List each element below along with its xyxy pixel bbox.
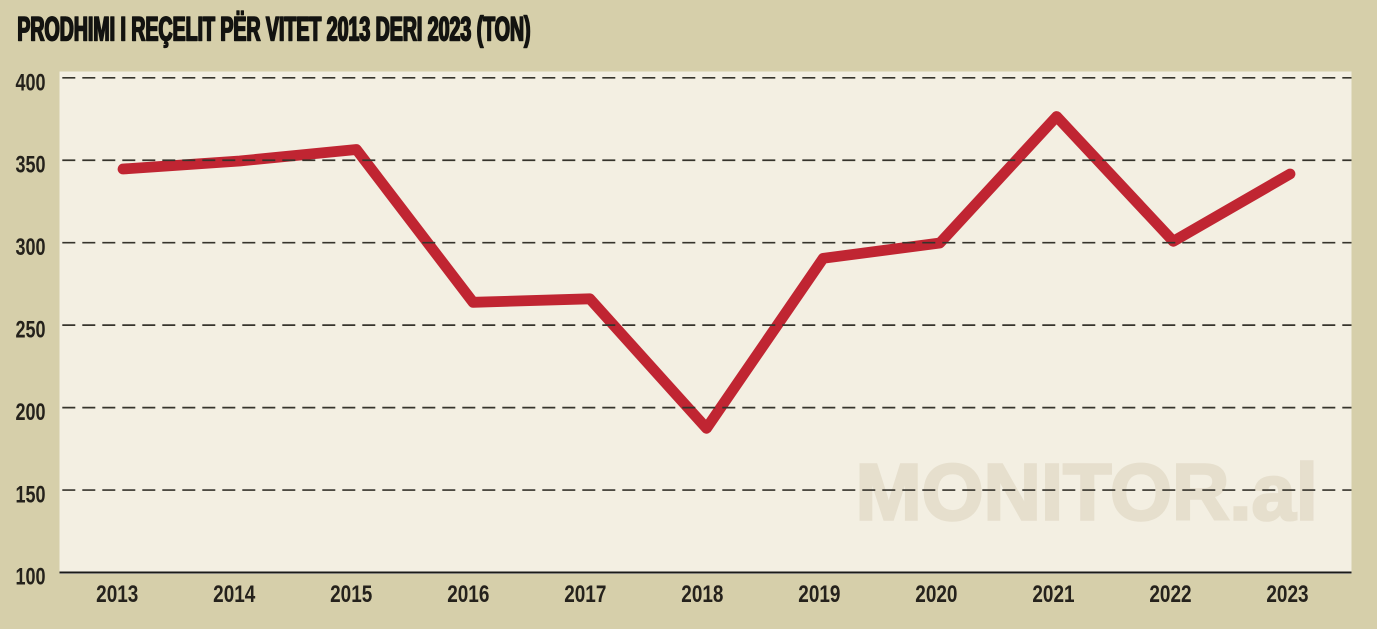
svg-text:300: 300 (15, 235, 45, 261)
svg-text:2023: 2023 (1266, 580, 1308, 608)
svg-text:2020: 2020 (915, 580, 957, 608)
svg-text:2013: 2013 (96, 580, 138, 608)
svg-text:350: 350 (15, 152, 45, 178)
svg-text:250: 250 (15, 317, 45, 343)
svg-text:2019: 2019 (798, 580, 840, 608)
svg-text:MONITOR.al: MONITOR.al (856, 448, 1318, 537)
svg-text:PRODHIMI I REÇELIT PËR VITET 2: PRODHIMI I REÇELIT PËR VITET 2013 DERI 2… (17, 10, 530, 48)
svg-text:2015: 2015 (330, 580, 372, 608)
svg-text:2021: 2021 (1032, 580, 1074, 608)
svg-text:2016: 2016 (447, 580, 489, 608)
svg-text:2018: 2018 (681, 580, 723, 608)
svg-text:2022: 2022 (1149, 580, 1191, 608)
svg-text:400: 400 (15, 70, 45, 96)
svg-text:PRODHIMI I REÇELIT PËR VITET 2: PRODHIMI I REÇELIT PËR VITET 2013 DERI 2… (18, 10, 531, 48)
svg-text:100: 100 (15, 564, 45, 590)
svg-text:2017: 2017 (564, 580, 606, 608)
svg-text:150: 150 (15, 482, 45, 508)
svg-text:200: 200 (15, 400, 45, 426)
svg-text:2014: 2014 (213, 580, 255, 608)
